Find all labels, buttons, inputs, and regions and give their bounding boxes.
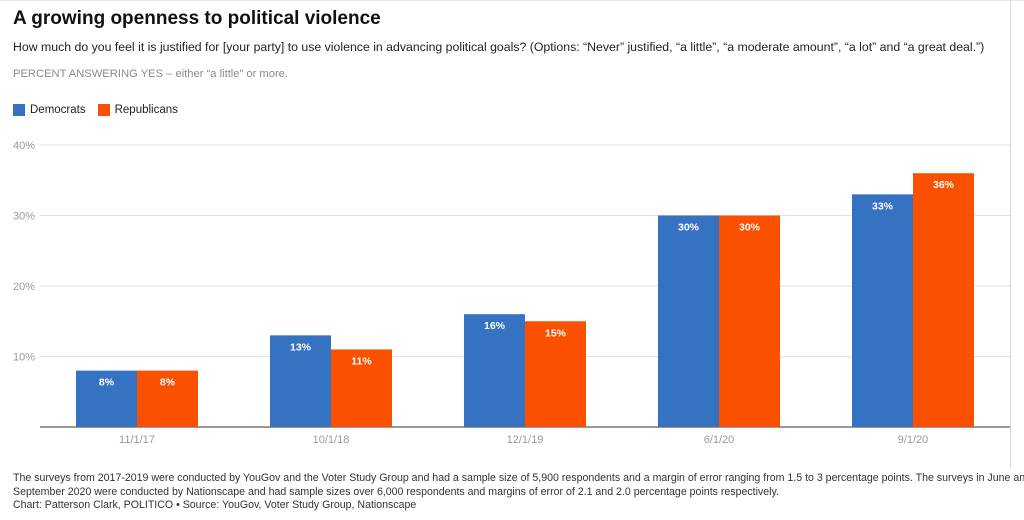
data-label: 11% (351, 355, 372, 367)
y-tick-label: 40% (13, 140, 35, 152)
top-border (0, 0, 1024, 1)
bar-republicans-3[interactable] (719, 215, 780, 428)
data-label: 8% (99, 377, 115, 389)
bar-republicans-4[interactable] (913, 173, 974, 427)
legend-swatch-democrats (13, 104, 25, 116)
data-label: 36% (933, 179, 955, 191)
chart-subtitle: How much do you feel it is justified for… (13, 40, 985, 54)
chart-credit: Chart: Patterson Clark, POLITICO • Sourc… (13, 499, 417, 511)
data-label: 13% (290, 341, 312, 353)
bar-republicans-0[interactable] (137, 370, 198, 427)
right-border (1010, 0, 1011, 468)
legend-item-republicans[interactable]: Republicans (97, 104, 178, 116)
y-tick-label: 20% (13, 281, 35, 293)
data-label: 16% (484, 320, 506, 332)
legend-item-democrats[interactable]: Democrats (13, 104, 86, 116)
data-label: 30% (739, 222, 761, 234)
footnote: The surveys from 2017-2019 were conducte… (13, 472, 1024, 513)
bar-republicans-2[interactable] (525, 321, 586, 427)
footnote-line-2: September 2020 were conducted by Nations… (13, 485, 779, 498)
y-tick-label: 10% (13, 352, 35, 364)
data-label: 8% (160, 377, 176, 389)
bar-republicans-1[interactable] (331, 349, 392, 427)
x-tick-label: 11/1/17 (119, 434, 155, 446)
legend-label-republicans: Republicans (114, 104, 178, 116)
x-tick-label: 10/1/18 (313, 434, 350, 446)
legend-label-democrats: Democrats (30, 104, 86, 116)
bar-chart: 10% 20% 30% 40% 8% 8% 11/1/17 13% 11% 10/1/18 16% 1… (13, 140, 1010, 446)
legend: Democrats Republicans (13, 104, 190, 116)
footnote-line-1: The surveys from 2017-2019 were conducte… (13, 472, 1024, 484)
legend-swatch-republicans (97, 104, 110, 116)
bar-democrats-1[interactable] (270, 335, 331, 427)
data-label: 15% (545, 327, 567, 339)
x-tick-label: 9/1/20 (898, 434, 929, 446)
x-tick-label: 6/1/20 (704, 434, 735, 446)
bar-democrats-4[interactable] (852, 194, 913, 427)
data-label: 30% (678, 222, 700, 234)
chart-note: PERCENT ANSWERING YES – either “a little… (13, 68, 288, 80)
bar-democrats-3[interactable] (658, 215, 719, 428)
bar-democrats-2[interactable] (464, 314, 525, 427)
x-tick-label: 12/1/19 (507, 434, 544, 446)
bar-democrats-0[interactable] (76, 370, 137, 427)
data-label: 33% (872, 200, 894, 212)
y-tick-label: 30% (13, 211, 35, 223)
chart-title: A growing openness to political violence (13, 8, 381, 29)
